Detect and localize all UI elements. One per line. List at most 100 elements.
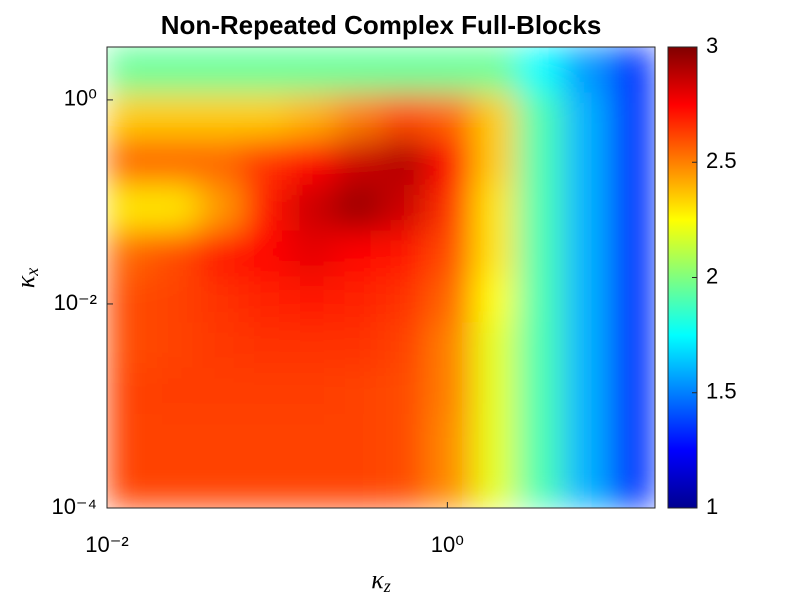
heat-cell	[562, 413, 611, 462]
heat-cell	[107, 47, 153, 94]
heat-cell	[243, 367, 290, 415]
y-label-symbol: κ	[11, 275, 40, 288]
heat-cell	[334, 367, 382, 415]
heat-cell	[197, 138, 245, 186]
heat-cell	[288, 47, 336, 94]
heat-cell	[562, 367, 611, 415]
heat-cell	[562, 230, 611, 278]
plot-frame	[106, 46, 656, 509]
heat-cell	[516, 276, 564, 324]
heat-cell	[609, 367, 655, 415]
heat-cell	[288, 230, 336, 278]
heat-cell	[427, 47, 474, 94]
heat-cell	[427, 367, 474, 415]
y-tick-label: 10⁻²	[54, 290, 97, 315]
heat-cell	[197, 92, 245, 140]
heat-cell	[334, 413, 382, 462]
heat-cell	[609, 47, 655, 94]
heat-cell	[380, 47, 429, 94]
colorbar-tick-label: 3	[706, 33, 718, 58]
heat-cell	[516, 230, 564, 278]
heat-cell	[472, 367, 518, 415]
heat-cell	[609, 184, 655, 232]
heat-cell	[380, 92, 429, 140]
heat-cell	[334, 92, 382, 140]
heat-cell	[516, 322, 564, 369]
heat-cell	[107, 413, 153, 462]
heat-cell	[243, 322, 290, 369]
heat-cell	[197, 47, 245, 94]
heat-cell	[197, 460, 245, 508]
heat-cell	[151, 367, 199, 415]
heat-cell	[380, 184, 429, 232]
heat-cell	[380, 138, 429, 186]
heat-cell	[472, 184, 518, 232]
heat-cell	[427, 230, 474, 278]
heat-cell	[562, 47, 611, 94]
heat-cell	[243, 460, 290, 508]
heat-cell	[427, 413, 474, 462]
x-label-sub: z	[383, 576, 391, 596]
heat-cell	[609, 460, 655, 508]
heat-cell	[562, 276, 611, 324]
heat-cell	[609, 322, 655, 369]
heat-cell	[516, 460, 564, 508]
heat-cell	[288, 184, 336, 232]
heat-cell	[427, 184, 474, 232]
heat-cell	[380, 322, 429, 369]
heat-cell	[288, 322, 336, 369]
heat-cell	[107, 184, 153, 232]
heat-cell	[243, 138, 290, 186]
heat-cell	[288, 413, 336, 462]
heat-cell	[151, 322, 199, 369]
heat-cell	[472, 413, 518, 462]
heat-cell	[243, 413, 290, 462]
heat-cell	[334, 138, 382, 186]
heat-cell	[107, 92, 153, 140]
colorbar-tick-label: 2	[706, 263, 718, 288]
heat-cell	[243, 92, 290, 140]
heat-cell	[107, 230, 153, 278]
heat-cell	[197, 184, 245, 232]
heat-cell	[243, 230, 290, 278]
heat-cell	[609, 276, 655, 324]
heat-cell	[562, 322, 611, 369]
heat-cell	[472, 276, 518, 324]
heat-cell	[609, 92, 655, 140]
heat-cell	[380, 276, 429, 324]
colorbar-tick-label: 1.5	[706, 379, 737, 404]
heat-cell	[107, 460, 153, 508]
heat-cell	[472, 138, 518, 186]
heat-cell	[427, 460, 474, 508]
heat-cell	[472, 230, 518, 278]
heat-cell	[197, 367, 245, 415]
heat-cell	[151, 47, 199, 94]
colorbar-tick-label: 2.5	[706, 148, 737, 173]
chart-title: Non-Repeated Complex Full-Blocks	[161, 10, 602, 40]
heat-cell	[151, 460, 199, 508]
heat-cell	[472, 47, 518, 94]
heat-cell	[380, 230, 429, 278]
heat-cell	[243, 276, 290, 324]
heat-cell	[334, 184, 382, 232]
heat-cell	[334, 276, 382, 324]
x-label-symbol: κ	[371, 565, 384, 594]
plot-area	[107, 47, 655, 508]
heat-cell	[151, 230, 199, 278]
heat-cell	[516, 138, 564, 186]
heat-cell	[472, 322, 518, 369]
heatmap	[107, 47, 655, 508]
x-tick-label: 10⁻²	[85, 532, 128, 557]
heat-cell	[197, 322, 245, 369]
heat-cell	[609, 138, 655, 186]
y-axis-label: κx	[11, 268, 42, 288]
heat-cell	[472, 92, 518, 140]
heat-cell	[380, 413, 429, 462]
heat-cell	[427, 276, 474, 324]
heat-cell	[516, 413, 564, 462]
heat-cell	[609, 230, 655, 278]
heat-cell	[427, 92, 474, 140]
heat-cell	[151, 92, 199, 140]
heat-cell	[609, 413, 655, 462]
